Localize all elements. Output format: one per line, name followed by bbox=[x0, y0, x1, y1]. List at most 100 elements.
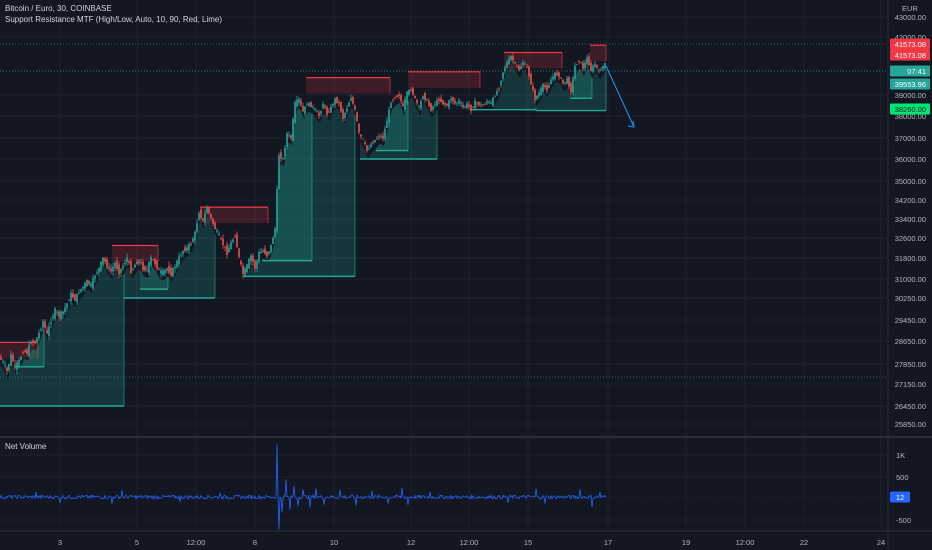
candle-body bbox=[570, 83, 572, 93]
candle-body bbox=[458, 100, 460, 104]
candle-body bbox=[278, 155, 280, 190]
candle-body bbox=[322, 103, 324, 109]
candle-body bbox=[92, 278, 94, 289]
candle-body bbox=[12, 354, 14, 362]
price-label-countdown: 07:41 bbox=[890, 65, 930, 77]
candle-body bbox=[282, 158, 284, 159]
candle-body bbox=[294, 102, 296, 123]
candle-body bbox=[474, 100, 476, 109]
candle-body bbox=[2, 361, 4, 363]
candle-body bbox=[54, 308, 56, 319]
candle-body bbox=[418, 105, 420, 107]
candle-body bbox=[596, 64, 598, 68]
candle-body bbox=[386, 121, 388, 129]
net-volume-line bbox=[0, 444, 607, 530]
candle-body bbox=[160, 270, 162, 274]
candle-body bbox=[104, 258, 106, 262]
candle-body bbox=[224, 246, 226, 248]
indicator-legend[interactable]: Support Resistance MTF (High/Low, Auto, … bbox=[5, 15, 222, 24]
candle-body bbox=[396, 95, 398, 98]
price-axis-tick: 25850.00 bbox=[895, 420, 926, 429]
projection-arrow-line bbox=[605, 65, 635, 128]
candle-body bbox=[216, 230, 218, 232]
candle-body bbox=[272, 237, 274, 245]
currency-label[interactable]: EUR bbox=[902, 4, 918, 13]
candle-body bbox=[100, 261, 102, 272]
candle-body bbox=[156, 260, 158, 269]
candle-body bbox=[48, 326, 50, 337]
candle-body bbox=[88, 280, 90, 284]
time-axis-tick: 17 bbox=[604, 538, 612, 547]
candle-body bbox=[188, 244, 190, 251]
price-label-text: 41573.08 bbox=[895, 40, 926, 49]
time-axis-tick: 15 bbox=[524, 538, 532, 547]
candle-body bbox=[10, 354, 12, 366]
candle-body bbox=[20, 356, 22, 360]
candle-body bbox=[388, 109, 390, 123]
candle-body bbox=[204, 213, 206, 223]
candle-body bbox=[82, 286, 84, 290]
candle-body bbox=[600, 69, 602, 71]
candle-body bbox=[544, 85, 546, 88]
support-zone-fill bbox=[360, 97, 437, 159]
candle-body bbox=[530, 73, 532, 85]
candle-body bbox=[482, 105, 484, 106]
candle-body bbox=[332, 104, 334, 106]
candle-body bbox=[50, 321, 52, 325]
candle-body bbox=[112, 267, 114, 272]
candle-body bbox=[448, 100, 450, 108]
candle-body bbox=[500, 80, 502, 86]
support-zone-fill bbox=[14, 329, 44, 367]
candle-body bbox=[464, 106, 466, 108]
support-zone-fill bbox=[470, 64, 536, 110]
candle-body bbox=[454, 100, 456, 104]
candle-body bbox=[536, 95, 538, 100]
candle-body bbox=[292, 118, 294, 141]
candle-body bbox=[90, 283, 92, 287]
candle-body bbox=[488, 101, 490, 103]
candle-body bbox=[382, 135, 384, 139]
candle-body bbox=[352, 97, 354, 104]
candle-body bbox=[158, 269, 160, 270]
candle-body bbox=[404, 99, 406, 110]
volume-pane-title[interactable]: Net Volume bbox=[5, 442, 47, 451]
candle-body bbox=[58, 311, 60, 317]
candle-body bbox=[238, 248, 240, 258]
candle-body bbox=[384, 128, 386, 139]
candle-body bbox=[318, 112, 320, 117]
time-axis-tick: 12:00 bbox=[187, 538, 206, 547]
candle-body bbox=[126, 257, 128, 263]
candle-body bbox=[594, 64, 596, 67]
candle-body bbox=[52, 316, 54, 319]
volume-axis-tick: 500 bbox=[896, 473, 909, 482]
price-label-text: 07:41 bbox=[907, 67, 926, 76]
price-axis-tick: 32600.00 bbox=[895, 234, 926, 243]
candle-body bbox=[516, 65, 518, 67]
candle-body bbox=[114, 262, 116, 268]
candle-body bbox=[166, 268, 168, 271]
candle-body bbox=[538, 92, 540, 97]
candle-body bbox=[76, 293, 78, 303]
candle-body bbox=[588, 56, 590, 66]
candle-body bbox=[198, 213, 200, 221]
candle-body bbox=[462, 104, 464, 108]
candle-body bbox=[308, 102, 310, 107]
candle-body bbox=[394, 96, 396, 99]
candle-body bbox=[30, 342, 32, 344]
candle-body bbox=[14, 364, 16, 366]
candle-body bbox=[220, 238, 222, 239]
candle-body bbox=[144, 266, 146, 271]
candle-body bbox=[70, 292, 72, 302]
candle-body bbox=[426, 99, 428, 101]
candle-body bbox=[346, 108, 348, 112]
price-label-text: 41573.08 bbox=[895, 51, 926, 60]
candle-body bbox=[592, 65, 594, 72]
candle-body bbox=[32, 340, 34, 343]
candle-body bbox=[262, 250, 264, 252]
candle-body bbox=[258, 252, 260, 263]
candle-body bbox=[150, 257, 152, 266]
candle-body bbox=[226, 245, 228, 255]
candle-body bbox=[36, 337, 38, 343]
